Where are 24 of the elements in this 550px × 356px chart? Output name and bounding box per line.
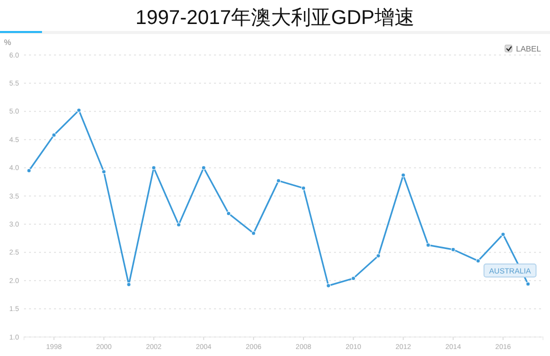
y-axis-title: % [4,38,12,47]
point [301,186,306,190]
point [226,211,231,216]
point [251,230,256,236]
point [151,166,156,170]
point [376,254,381,258]
point [176,222,181,228]
point [326,283,331,288]
point [476,258,480,264]
point [201,166,206,170]
point [276,178,281,184]
point [450,247,456,252]
point [500,232,506,237]
point [102,170,106,174]
text: LABEL [516,44,542,54]
point [351,276,356,281]
point [126,282,132,287]
point [426,242,430,248]
chart-title: 1997-2017年澳大利亚GDP增速 [136,7,414,29]
point [52,132,56,138]
point [26,168,32,173]
point [76,108,82,113]
point [401,172,406,178]
point [526,282,530,286]
